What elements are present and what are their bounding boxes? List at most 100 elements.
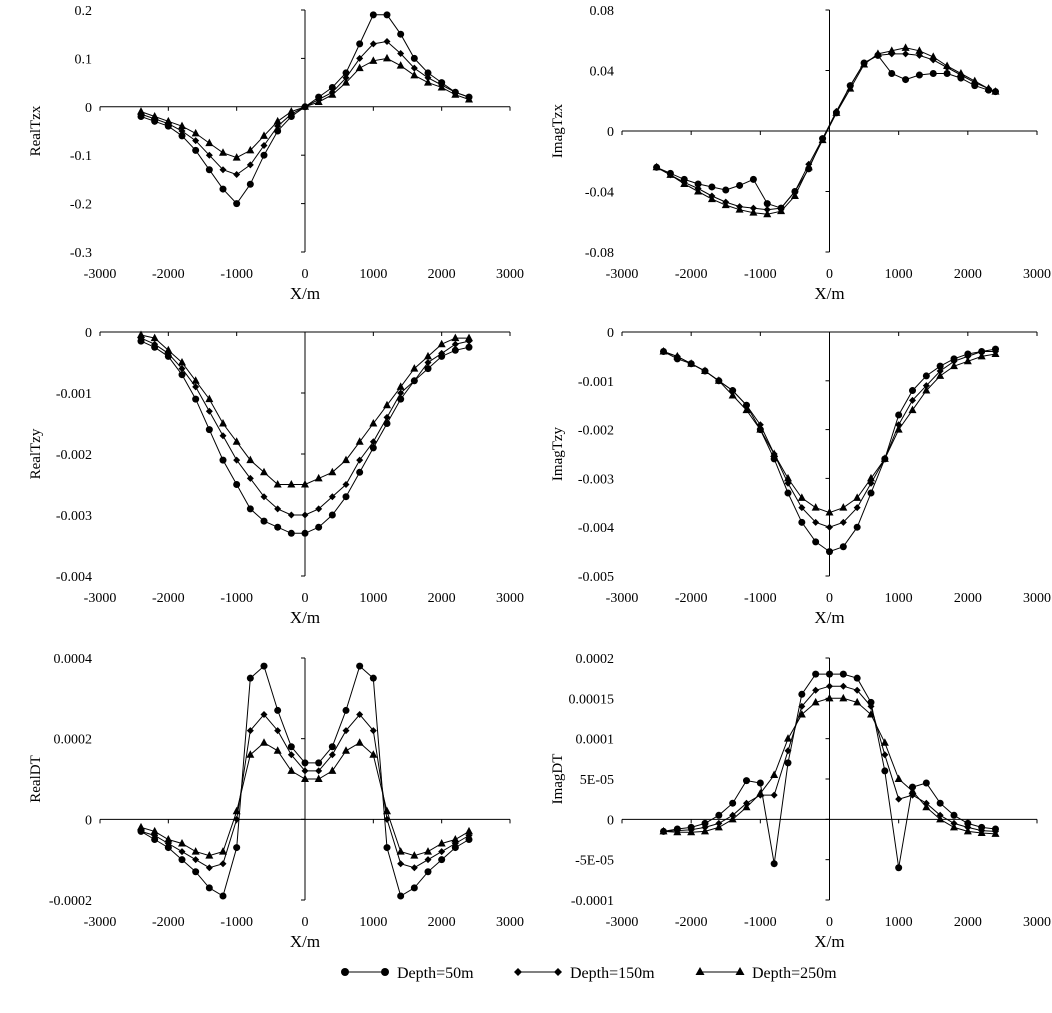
data-point [383,420,391,427]
data-point [369,56,378,64]
data-point [137,330,145,339]
data-point [410,377,418,385]
data-point [246,474,254,482]
data-point [749,208,758,216]
x-tick-label: -3000 [606,915,639,930]
data-point [714,376,723,384]
y-tick-label: -0.003 [578,472,614,487]
data-point [438,856,446,864]
data-point [369,727,377,735]
x-tick-label: 0 [826,591,833,606]
y-tick-label: -0.2 [70,198,92,213]
data-point [811,697,820,706]
data-point [151,836,159,843]
data-point [708,183,716,191]
data-point [246,750,255,758]
data-point [812,538,820,546]
data-point [846,84,855,92]
data-point [150,826,159,835]
data-point [437,82,446,91]
data-point [246,161,254,169]
data-point [770,770,779,778]
x-axis-label: X/m [290,932,320,951]
data-point [991,829,1000,837]
data-point [301,102,309,110]
data-point [383,37,391,45]
y-tick-label: -0.001 [56,387,92,402]
data-point [763,206,771,214]
data-point [232,437,241,445]
data-point [205,166,213,174]
x-tick-label: 2000 [428,267,456,282]
data-point [853,697,862,706]
x-tick-label: 0 [302,591,309,606]
data-point [465,836,473,843]
data-point [260,131,268,139]
data-point [260,142,268,150]
data-point [839,693,848,702]
data-point [943,61,952,69]
data-point [219,148,227,156]
data-point [355,63,364,72]
data-point [301,511,309,519]
data-point [233,844,241,852]
data-point [260,662,268,670]
data-point [451,90,460,98]
data-point [659,826,668,835]
legend-marker-triangle [695,967,705,975]
chart-realtzx: -0.3 -0.2 -0.1 0 0.1 0.2 -3000 -2000 -1000 0 1000 2… [28,4,524,303]
data-point [465,333,473,342]
data-point [397,50,405,58]
data-point [756,789,765,797]
data-point [260,493,268,501]
data-point [246,180,254,188]
data-point [260,467,268,476]
data-point [909,396,916,404]
data-point [707,194,716,203]
chart-realtzy: -0.004 -0.003 -0.002 -0.001 0 -3000 -2000 -1000… [28,326,524,627]
data-point [219,847,227,855]
chart-panels: -0.3 -0.2 -0.1 0 0.1 0.2 -3000 -2000 -1000 0 1000 2… [28,4,1051,951]
data-point [342,74,350,82]
data-point [790,191,799,200]
data-point [728,814,737,823]
x-tick-label: 3000 [1023,915,1051,930]
x-tick-label: -1000 [220,591,253,606]
y-tick-label: -0.005 [578,570,614,585]
y-tick-label: -5E-05 [575,854,614,869]
data-point [287,480,296,488]
data-point [369,11,377,19]
x-tick-label: -3000 [606,591,639,606]
x-tick-label: 2000 [428,591,456,606]
data-point [943,70,951,78]
y-tick-label: 0.0002 [54,733,93,748]
data-point [451,835,460,843]
data-point [701,819,709,827]
data-point [301,759,309,767]
x-tick-label: 1000 [359,915,387,930]
data-point [383,844,391,852]
data-point [287,511,295,519]
x-tick-label: -1000 [744,591,777,606]
data-point [314,473,323,482]
data-point [694,180,702,188]
data-point [922,382,930,390]
data-point [424,351,432,360]
data-point [673,827,682,836]
x-tick-label: 3000 [1023,591,1051,606]
data-point [424,78,432,86]
x-tick-label: -3000 [84,267,117,282]
data-point [728,390,737,399]
data-point [922,372,930,380]
data-point [970,76,979,85]
data-point [328,467,337,476]
data-point [150,333,159,342]
data-point [915,46,924,54]
data-point [749,175,757,183]
data-point [205,864,213,872]
data-point [178,121,186,130]
data-point [273,480,282,488]
data-point [749,204,757,212]
data-point [383,11,391,19]
data-point [756,425,765,433]
